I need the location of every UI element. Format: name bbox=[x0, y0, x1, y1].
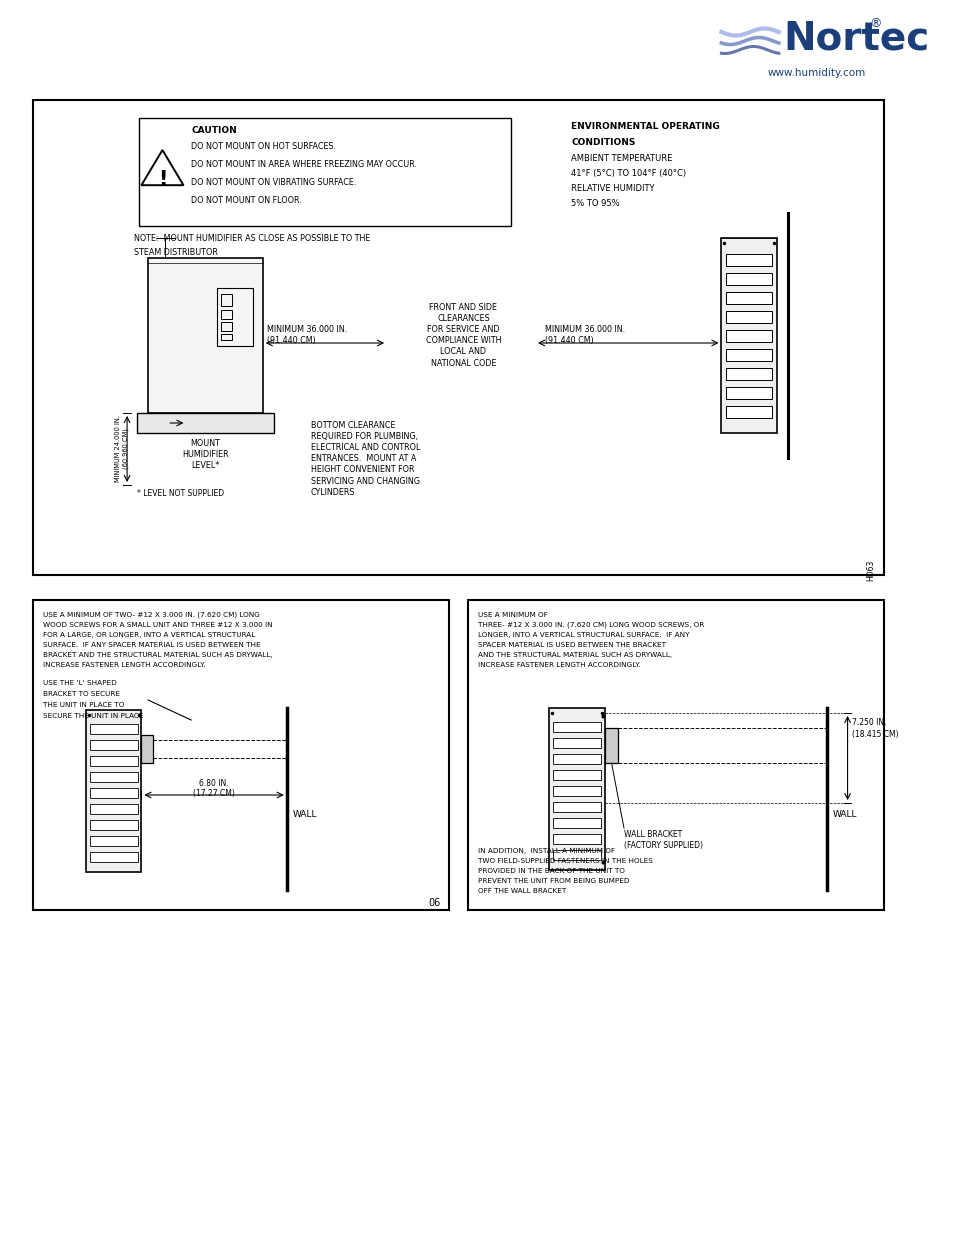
Bar bbox=[553, 755, 600, 764]
Text: WOOD SCREWS FOR A SMALL UNIT AND THREE #12 X 3.000 IN: WOOD SCREWS FOR A SMALL UNIT AND THREE #… bbox=[43, 622, 273, 629]
Bar bbox=[725, 291, 771, 304]
Text: FRONT AND SIDE
CLEARANCES
FOR SERVICE AND
COMPLIANCE WITH
LOCAL AND
NATIONAL COD: FRONT AND SIDE CLEARANCES FOR SERVICE AN… bbox=[425, 303, 500, 368]
Bar bbox=[553, 785, 600, 797]
Text: IN ADDITION,  INSTALL A MINIMUM OF: IN ADDITION, INSTALL A MINIMUM OF bbox=[477, 848, 614, 853]
Text: SECURE THE UNIT IN PLACE: SECURE THE UNIT IN PLACE bbox=[43, 713, 143, 719]
Text: 6.80 IN.: 6.80 IN. bbox=[199, 779, 229, 788]
Bar bbox=[90, 772, 137, 782]
Text: WALL: WALL bbox=[292, 810, 316, 819]
Text: AMBIENT TEMPERATURE: AMBIENT TEMPERATURE bbox=[571, 154, 672, 163]
Bar bbox=[468, 600, 883, 910]
Text: AND THE STRUCTURAL MATERIAL SUCH AS DRYWALL,: AND THE STRUCTURAL MATERIAL SUCH AS DRYW… bbox=[477, 652, 671, 658]
Text: 5% TO 95%: 5% TO 95% bbox=[571, 199, 619, 207]
Bar bbox=[220, 294, 232, 306]
Bar bbox=[553, 850, 600, 860]
Bar bbox=[553, 802, 600, 811]
Text: SPACER MATERIAL IS USED BETWEEN THE BRACKET: SPACER MATERIAL IS USED BETWEEN THE BRAC… bbox=[477, 642, 665, 648]
Text: RELATIVE HUMIDITY: RELATIVE HUMIDITY bbox=[571, 184, 655, 193]
Bar bbox=[86, 710, 141, 872]
Text: HD63: HD63 bbox=[865, 559, 875, 582]
Text: MINIMUM 36.000 IN.
(91.440 CM): MINIMUM 36.000 IN. (91.440 CM) bbox=[266, 325, 346, 345]
Text: THE UNIT IN PLACE TO: THE UNIT IN PLACE TO bbox=[43, 701, 124, 708]
Bar bbox=[725, 387, 771, 399]
Text: (17.27 CM): (17.27 CM) bbox=[193, 789, 234, 798]
Text: ®: ® bbox=[868, 17, 882, 31]
Bar bbox=[220, 333, 232, 340]
Bar bbox=[549, 708, 604, 869]
Text: MOUNT
HUMIDIFIER
LEVEL*: MOUNT HUMIDIFIER LEVEL* bbox=[182, 438, 229, 471]
Bar bbox=[90, 820, 137, 830]
Bar bbox=[725, 406, 771, 417]
Text: PROVIDED IN THE BACK OF THE UNIT TO: PROVIDED IN THE BACK OF THE UNIT TO bbox=[477, 868, 624, 874]
Text: PREVENT THE UNIT FROM BEING BUMPED: PREVENT THE UNIT FROM BEING BUMPED bbox=[477, 878, 629, 884]
Bar bbox=[90, 852, 137, 862]
Text: BOTTOM CLEARANCE
REQUIRED FOR PLUMBING,
ELECTRICAL AND CONTROL
ENTRANCES.  MOUNT: BOTTOM CLEARANCE REQUIRED FOR PLUMBING, … bbox=[311, 421, 419, 496]
Bar bbox=[220, 310, 232, 319]
Text: www.humidity.com: www.humidity.com bbox=[767, 68, 865, 78]
Text: BRACKET TO SECURE: BRACKET TO SECURE bbox=[43, 692, 120, 697]
Text: (FACTORY SUPPLIED): (FACTORY SUPPLIED) bbox=[623, 841, 702, 850]
Bar bbox=[90, 756, 137, 766]
Text: MINIMUM 24.000 IN.
(60.960 CM): MINIMUM 24.000 IN. (60.960 CM) bbox=[115, 415, 130, 483]
Bar bbox=[725, 273, 771, 285]
Text: THREE- #12 X 3.000 IN. (7.620 CM) LONG WOOD SCREWS, OR: THREE- #12 X 3.000 IN. (7.620 CM) LONG W… bbox=[477, 622, 703, 629]
Text: DO NOT MOUNT IN AREA WHERE FREEZING MAY OCCUR.: DO NOT MOUNT IN AREA WHERE FREEZING MAY … bbox=[191, 161, 416, 169]
Text: DO NOT MOUNT ON FLOOR.: DO NOT MOUNT ON FLOOR. bbox=[191, 196, 301, 205]
Bar bbox=[725, 368, 771, 380]
Text: ENVIRONMENTAL OPERATING: ENVIRONMENTAL OPERATING bbox=[571, 122, 720, 131]
Bar bbox=[725, 350, 771, 361]
Text: DO NOT MOUNT ON HOT SURFACES.: DO NOT MOUNT ON HOT SURFACES. bbox=[191, 142, 335, 151]
Bar bbox=[725, 254, 771, 266]
Text: 7.250 IN.: 7.250 IN. bbox=[851, 718, 886, 727]
Text: USE THE 'L' SHAPED: USE THE 'L' SHAPED bbox=[43, 680, 116, 685]
Text: SURFACE.  IF ANY SPACER MATERIAL IS USED BETWEEN THE: SURFACE. IF ANY SPACER MATERIAL IS USED … bbox=[43, 642, 260, 648]
Text: BRACKET AND THE STRUCTURAL MATERIAL SUCH AS DRYWALL,: BRACKET AND THE STRUCTURAL MATERIAL SUCH… bbox=[43, 652, 273, 658]
Bar bbox=[90, 740, 137, 750]
Text: WALL BRACKET: WALL BRACKET bbox=[623, 830, 681, 839]
Text: CONDITIONS: CONDITIONS bbox=[571, 138, 635, 147]
Text: !: ! bbox=[157, 170, 167, 190]
Text: (18.415 CM): (18.415 CM) bbox=[851, 730, 898, 739]
Bar bbox=[136, 412, 274, 433]
Bar bbox=[725, 311, 771, 324]
Bar bbox=[725, 330, 771, 342]
Text: USE A MINIMUM OF TWO- #12 X 3.000 IN. (7.620 CM) LONG: USE A MINIMUM OF TWO- #12 X 3.000 IN. (7… bbox=[43, 613, 259, 619]
Text: MINIMUM 36.000 IN.
(91.440 CM): MINIMUM 36.000 IN. (91.440 CM) bbox=[544, 325, 624, 345]
Text: INCREASE FASTENER LENGTH ACCORDINGLY.: INCREASE FASTENER LENGTH ACCORDINGLY. bbox=[477, 662, 639, 668]
Bar bbox=[90, 804, 137, 814]
Bar bbox=[90, 788, 137, 798]
Bar bbox=[148, 258, 262, 412]
Bar bbox=[553, 769, 600, 781]
Text: INCREASE FASTENER LENGTH ACCORDINGLY.: INCREASE FASTENER LENGTH ACCORDINGLY. bbox=[43, 662, 205, 668]
Bar bbox=[33, 600, 449, 910]
Bar bbox=[553, 722, 600, 732]
Bar bbox=[216, 288, 253, 346]
Text: 41°F (5°C) TO 104°F (40°C): 41°F (5°C) TO 104°F (40°C) bbox=[571, 169, 686, 178]
Bar bbox=[90, 724, 137, 734]
Text: FOR A LARGE, OR LONGER, INTO A VERTICAL STRUCTURAL: FOR A LARGE, OR LONGER, INTO A VERTICAL … bbox=[43, 632, 255, 638]
Text: DO NOT MOUNT ON VIBRATING SURFACE.: DO NOT MOUNT ON VIBRATING SURFACE. bbox=[191, 178, 356, 186]
Bar bbox=[90, 836, 137, 846]
Text: OFF THE WALL BRACKET: OFF THE WALL BRACKET bbox=[477, 888, 565, 894]
Text: 06: 06 bbox=[428, 898, 440, 908]
Text: STEAM DISTRIBUTOR: STEAM DISTRIBUTOR bbox=[133, 248, 217, 257]
Text: Nortec: Nortec bbox=[782, 19, 929, 57]
Text: TWO FIELD-SUPPLIED FASTENERS IN THE HOLES: TWO FIELD-SUPPLIED FASTENERS IN THE HOLE… bbox=[477, 858, 652, 864]
Bar bbox=[553, 739, 600, 748]
Text: NOTE:  MOUNT HUMIDIFIER AS CLOSE AS POSSIBLE TO THE: NOTE: MOUNT HUMIDIFIER AS CLOSE AS POSSI… bbox=[133, 233, 370, 243]
Bar bbox=[33, 100, 883, 576]
Bar bbox=[720, 238, 776, 433]
Text: WALL: WALL bbox=[831, 810, 856, 819]
Text: CAUTION: CAUTION bbox=[191, 126, 236, 135]
Bar bbox=[553, 834, 600, 844]
Text: LONGER, INTO A VERTICAL STRUCTURAL SURFACE.  IF ANY: LONGER, INTO A VERTICAL STRUCTURAL SURFA… bbox=[477, 632, 689, 638]
Bar bbox=[553, 818, 600, 827]
Text: * LEVEL NOT SUPPLIED: * LEVEL NOT SUPPLIED bbox=[136, 489, 224, 498]
Bar bbox=[141, 735, 152, 763]
Bar bbox=[138, 119, 511, 226]
Bar bbox=[220, 322, 232, 331]
Bar bbox=[604, 727, 618, 763]
Text: USE A MINIMUM OF: USE A MINIMUM OF bbox=[477, 613, 547, 618]
